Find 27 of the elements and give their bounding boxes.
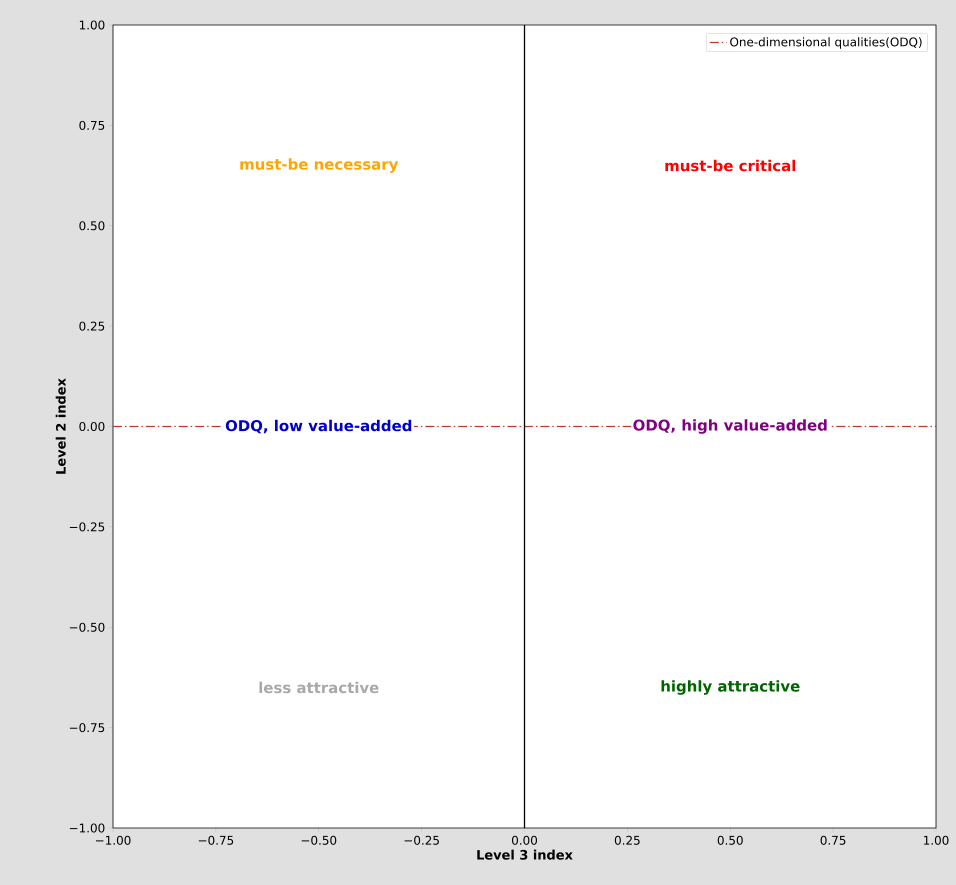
x-tick-label: 0.50 <box>718 836 743 845</box>
annotation: ODQ, low value-added <box>226 420 412 434</box>
x-axis-title: Level 3 index <box>477 850 573 860</box>
y-tick-label: 0.00 <box>79 422 104 432</box>
x-tick-label: 0.00 <box>512 836 538 845</box>
y-tick-label: −1.00 <box>70 823 104 833</box>
annotation: ODQ, high value-added <box>633 419 827 434</box>
x-tick-label: −1.00 <box>96 836 131 845</box>
y-tick-label: −0.25 <box>70 522 104 532</box>
annotation: must-be critical <box>665 160 796 172</box>
y-tick-label: 0.75 <box>79 120 104 130</box>
y-tick-label: 0.50 <box>79 221 104 230</box>
y-tick-label: −0.75 <box>70 723 104 732</box>
y-tick-label: 1.00 <box>80 20 104 30</box>
annotation: must-be necessary <box>240 158 398 173</box>
x-tick-label: 0.25 <box>614 836 640 845</box>
legend-label: One-dimensional qualities(ODQ) <box>730 37 922 49</box>
y-tick-label: −0.50 <box>70 622 104 632</box>
annotation: less attractive <box>259 682 379 694</box>
annotation: highly attractive <box>662 680 800 695</box>
x-tick-label: 0.75 <box>820 836 846 845</box>
y-tick-label: 0.25 <box>79 322 104 331</box>
x-tick-label: −0.50 <box>302 836 336 845</box>
x-tick-label: −0.25 <box>404 836 439 845</box>
y-axis-title: Level 2 index <box>56 378 66 474</box>
x-tick-label: 1.00 <box>924 836 949 845</box>
x-tick-label: −0.75 <box>198 836 234 845</box>
